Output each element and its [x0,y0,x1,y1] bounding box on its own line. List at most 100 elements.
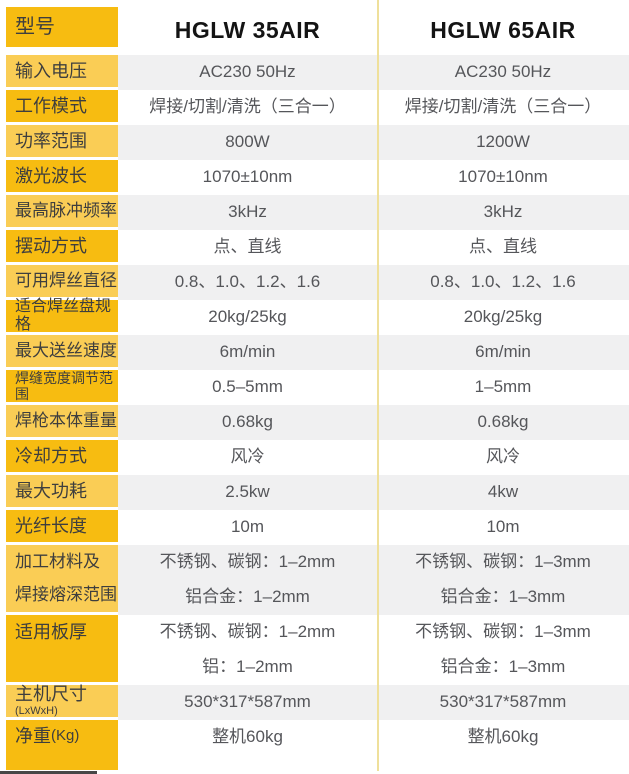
spec-table: 型号 HGLW 35AIR HGLW 65AIR 输入电压 AC230 50Hz A… [0,7,629,770]
spec-value-c2: 0.68kg [377,405,629,440]
spec-value-text: 铝合金：1–2mm [185,587,310,607]
table-header-row: 型号 HGLW 35AIR HGLW 65AIR [0,7,629,55]
row-label-line: 焊接熔深范围 [15,579,118,613]
spec-value-text: 1070±10nm [458,167,548,187]
row-label: 激光波长 [6,160,118,192]
table-row: 功率范围 800W 1200W [0,125,629,160]
spec-value-c1: 风冷 [118,440,377,475]
spec-value-c1: 0.5–5mm [118,370,377,405]
row-label-suffix: (LxWxH) [15,705,58,718]
spec-value-c1: 20kg/25kg [118,300,377,335]
spec-value-c2: 1070±10nm [377,160,629,195]
spec-value-c1: 整机60kg [118,720,377,755]
spec-value-text: 3kHz [228,202,267,222]
spec-value-text: 6m/min [219,342,276,362]
spec-value-text: 530*317*587mm [184,692,311,712]
spec-value-line: 不锈钢、碳钢：1–3mm [377,615,629,650]
model-name-col2: HGLW 65AIR [377,7,629,55]
table-row: 激光波长 1070±10nm 1070±10nm [0,160,629,195]
spec-value-text: 1070±10nm [202,167,293,187]
spec-value-c2: 10m [377,510,629,545]
spec-value-text: 不锈钢、碳钢：1–3mm [415,552,591,572]
row-label: 净重 (Kg) [6,720,118,770]
table-row: 工作模式 焊接/切割/清洗（三合一） 焊接/切割/清洗（三合一） [0,90,629,125]
spec-value-c1: 不锈钢、碳钢：1–2mm 铝：1–2mm [118,615,377,685]
row-label: 适用板厚 [6,615,118,682]
spec-value-c1: 530*317*587mm [118,685,377,720]
spec-value-text: 530*317*587mm [439,692,567,712]
spec-value-c1: AC230 50Hz [118,55,377,90]
table-row: 最高脉冲频率 3kHz 3kHz [0,195,629,230]
spec-value-text: 6m/min [475,342,531,362]
spec-value-text: 整机60kg [212,727,283,747]
spec-value-c1: 800W [118,125,377,160]
spec-value-text: 1200W [476,132,530,152]
row-label: 功率范围 [6,125,118,157]
row-label: 焊枪本体重量 [6,405,118,437]
table-row: 加工材料及 焊接熔深范围 不锈钢、碳钢：1–2mm 铝合金：1–2mm 不锈钢、碳钢：1… [0,545,629,615]
row-label-text: 适合焊丝盘规格 [15,297,112,333]
row-label-text: 加工材料及 [15,551,100,571]
table-row: 摆动方式 点、直线 点、直线 [0,230,629,265]
row-label: 主机尺寸 (LxWxH) [6,684,118,718]
spec-value-text: 焊接/切割/清洗（三合一） [149,97,346,117]
spec-value-text: 3kHz [483,202,523,222]
spec-value-text: AC230 50Hz [454,62,552,82]
spec-value-c1: 1070±10nm [118,160,377,195]
row-label: 光纤长度 [6,510,118,542]
row-label-text: 光纤长度 [15,515,87,536]
table-row: 最大送丝速度 6m/min 6m/min [0,335,629,370]
spec-value-text: 点、直线 [469,237,537,257]
spec-value-text: 0.5–5mm [212,377,283,397]
table-row: 主机尺寸 (LxWxH) 530*317*587mm 530*317*587mm [0,684,629,720]
table-row: 净重 (Kg) 整机60kg 整机60kg [0,720,629,770]
row-label-text: 摆动方式 [15,235,87,256]
table-row: 冷却方式 风冷 风冷 [0,440,629,475]
spec-value-text: 不锈钢、碳钢：1–2mm [159,622,336,642]
row-label-text: 输入电压 [15,60,87,81]
bottom-edge-shadow [0,771,97,774]
table-row: 适用板厚 不锈钢、碳钢：1–2mm 铝：1–2mm 不锈钢、碳钢：1–3mm 铝合金：1… [0,615,629,685]
spec-value-c1: 0.8、1.0、1.2、1.6 [118,265,377,300]
row-label: 输入电压 [6,55,118,87]
row-label-text: 功率范围 [15,130,87,151]
spec-value-text: 2.5kw [225,482,270,502]
row-label-text: 最大功耗 [15,480,87,501]
row-label: 焊缝宽度调节范围 [6,370,118,402]
table-row: 输入电压 AC230 50Hz AC230 50Hz [0,55,629,90]
row-label-suffix: (Kg) [51,727,80,745]
model-name-col1-text: HGLW 35AIR [174,17,321,44]
spec-value-text: 铝：1–2mm [202,657,293,677]
spec-value-line: 铝合金：1–2mm [118,580,377,615]
spec-value-c2: 1–5mm [377,370,629,405]
spec-value-c1: 不锈钢、碳钢：1–2mm 铝合金：1–2mm [118,545,377,615]
spec-value-line: 铝合金：1–3mm [377,650,629,685]
row-label: 加工材料及焊接熔深范围 [6,545,118,612]
row-label: 最大功耗 [6,475,118,507]
spec-value-text: 焊接/切割/清洗（三合一） [404,97,602,117]
spec-value-text: 10m [230,517,265,537]
model-name-col1: HGLW 35AIR [118,7,377,55]
spec-value-c1: 焊接/切割/清洗（三合一） [118,90,377,125]
table-row: 最大功耗 2.5kw 4kw [0,475,629,510]
spec-value-c2: 不锈钢、碳钢：1–3mm 铝合金：1–3mm [377,545,629,615]
spec-value-line: 铝合金：1–3mm [377,580,629,615]
spec-value-c2: 1200W [377,125,629,160]
header-label-text: 型号 [15,15,55,38]
table-row: 焊枪本体重量 0.68kg 0.68kg [0,405,629,440]
spec-value-text: AC230 50Hz [199,62,296,82]
row-label: 适合焊丝盘规格 [6,297,118,333]
row-label-text: 最大送丝速度 [15,341,117,361]
spec-value-text: 风冷 [230,447,265,467]
row-label: 冷却方式 [6,440,118,472]
spec-value-c1: 2.5kw [118,475,377,510]
spec-value-c2: AC230 50Hz [377,55,629,90]
row-label-text: 焊缝宽度调节范围 [15,369,113,402]
model-name-col2-text: HGLW 65AIR [430,17,576,44]
spec-value-c2: 风冷 [377,440,629,475]
row-label-text: 工作模式 [15,95,87,116]
spec-value-c2: 焊接/切割/清洗（三合一） [377,90,629,125]
spec-value-text: 风冷 [486,447,520,467]
spec-value-text: 800W [225,132,270,152]
